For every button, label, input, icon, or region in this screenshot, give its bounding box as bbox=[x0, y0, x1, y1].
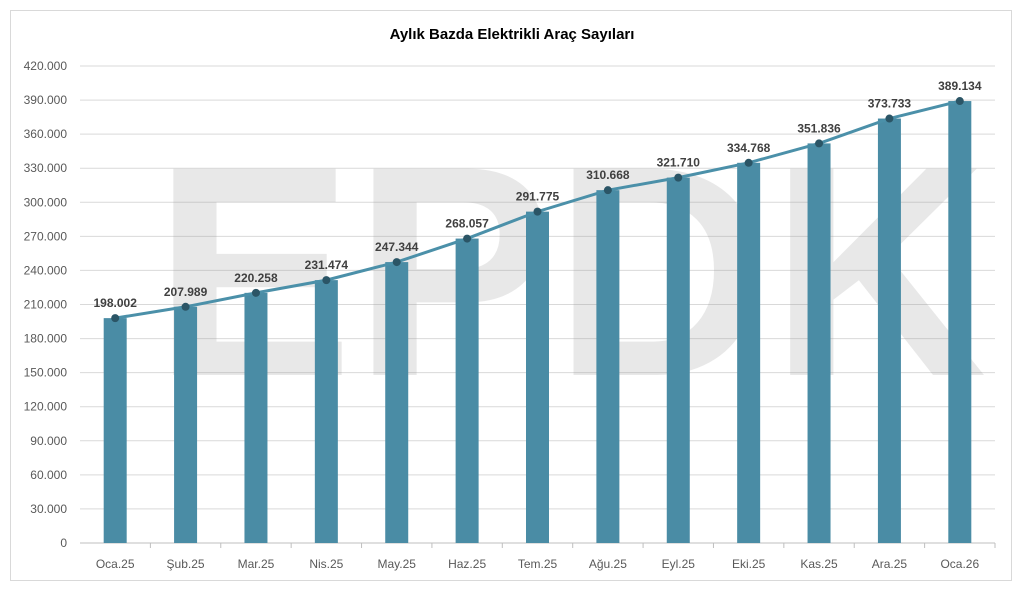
bar bbox=[596, 190, 620, 543]
data-point bbox=[744, 158, 753, 167]
x-tick-label: Tem.25 bbox=[518, 557, 558, 571]
x-tick-label: Kas.25 bbox=[800, 557, 838, 571]
y-tick-label: 270.000 bbox=[24, 229, 68, 243]
bar bbox=[244, 292, 268, 543]
y-tick-label: 240.000 bbox=[24, 263, 68, 277]
bar bbox=[314, 280, 338, 543]
bar bbox=[877, 118, 901, 544]
data-point bbox=[674, 173, 683, 182]
x-tick-label: Ağu.25 bbox=[589, 557, 627, 571]
data-label: 321.710 bbox=[657, 156, 701, 170]
data-label: 231.474 bbox=[305, 258, 349, 272]
y-tick-label: 120.000 bbox=[24, 400, 68, 414]
data-point bbox=[251, 288, 260, 297]
x-tick-label: Nis.25 bbox=[309, 557, 343, 571]
x-tick-label: Eki.25 bbox=[732, 557, 766, 571]
data-point bbox=[463, 234, 472, 243]
bar bbox=[103, 318, 127, 543]
x-tick-label: May.25 bbox=[377, 557, 416, 571]
data-point bbox=[955, 97, 964, 106]
data-label: 389.134 bbox=[938, 79, 982, 93]
y-tick-label: 300.000 bbox=[24, 195, 68, 209]
data-label: 334.768 bbox=[727, 141, 771, 155]
data-point bbox=[392, 258, 401, 267]
bar bbox=[737, 162, 761, 543]
watermark-logo: EPDK bbox=[153, 103, 987, 439]
data-point bbox=[322, 276, 331, 285]
x-tick-label: Mar.25 bbox=[238, 557, 275, 571]
y-tick-label: 390.000 bbox=[24, 93, 68, 107]
y-tick-label: 30.000 bbox=[30, 502, 67, 516]
x-tick-label: Haz.25 bbox=[448, 557, 486, 571]
data-point bbox=[533, 207, 542, 216]
bar bbox=[948, 101, 972, 543]
data-point bbox=[111, 314, 120, 323]
bar bbox=[526, 211, 549, 544]
chart-title: Aylık Bazda Elektrikli Araç Sayıları bbox=[389, 26, 635, 43]
data-label: 198.002 bbox=[93, 296, 137, 310]
data-point bbox=[885, 114, 894, 123]
y-tick-label: 60.000 bbox=[30, 468, 67, 482]
data-point bbox=[815, 139, 824, 148]
x-tick-label: Oca.26 bbox=[940, 557, 979, 571]
data-point bbox=[603, 186, 612, 195]
bar bbox=[174, 306, 198, 543]
y-tick-label: 420.000 bbox=[24, 59, 68, 73]
x-tick-label: Eyl.25 bbox=[662, 557, 696, 571]
bar bbox=[385, 262, 409, 543]
data-label: 207.989 bbox=[164, 285, 208, 299]
bar bbox=[455, 238, 479, 543]
y-tick-label: 0 bbox=[60, 536, 67, 550]
data-label: 268.057 bbox=[445, 217, 489, 231]
bar bbox=[666, 177, 690, 543]
data-label: 247.344 bbox=[375, 240, 419, 254]
x-tick-label: Ara.25 bbox=[872, 557, 908, 571]
y-tick-label: 180.000 bbox=[24, 332, 68, 346]
y-tick-label: 330.000 bbox=[24, 161, 68, 175]
y-tick-label: 150.000 bbox=[24, 366, 68, 380]
data-label: 291.775 bbox=[516, 190, 560, 204]
y-tick-label: 360.000 bbox=[24, 127, 68, 141]
data-point bbox=[181, 302, 190, 311]
chart-frame bbox=[10, 10, 1012, 581]
data-label: 351.836 bbox=[797, 121, 841, 135]
x-tick-label: Şub.25 bbox=[167, 557, 205, 571]
y-tick-label: 90.000 bbox=[30, 434, 67, 448]
x-tick-label: Oca.25 bbox=[96, 557, 135, 571]
data-label: 220.258 bbox=[234, 271, 278, 285]
data-label: 310.668 bbox=[586, 168, 630, 182]
y-tick-label: 210.000 bbox=[24, 298, 68, 312]
bar bbox=[807, 143, 831, 543]
data-label: 373.733 bbox=[868, 97, 912, 111]
